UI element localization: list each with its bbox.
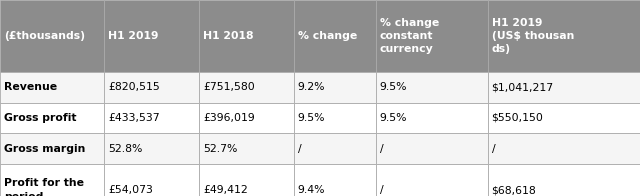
Bar	[0, 164, 104, 196]
Text: 9.5%: 9.5%	[380, 113, 407, 123]
Bar	[376, 164, 488, 196]
Bar	[104, 72, 199, 103]
Text: H1 2019
(US$ thousan
ds): H1 2019 (US$ thousan ds)	[492, 18, 574, 54]
Text: £433,537: £433,537	[108, 113, 160, 123]
Bar	[376, 72, 488, 103]
Bar	[488, 103, 640, 133]
Text: 9.4%: 9.4%	[298, 185, 325, 195]
Bar	[0, 0, 104, 72]
Text: 52.7%: 52.7%	[203, 144, 237, 154]
Bar	[104, 103, 199, 133]
Text: (£thousands): (£thousands)	[4, 31, 85, 41]
Text: Revenue: Revenue	[4, 82, 57, 92]
Bar	[488, 0, 640, 72]
Text: 9.5%: 9.5%	[380, 82, 407, 92]
Bar	[199, 164, 294, 196]
Bar	[294, 0, 376, 72]
Bar	[376, 133, 488, 164]
Bar	[199, 103, 294, 133]
Bar	[294, 164, 376, 196]
Bar	[488, 164, 640, 196]
Bar	[199, 0, 294, 72]
Bar	[0, 133, 104, 164]
Bar	[488, 72, 640, 103]
Text: £820,515: £820,515	[108, 82, 160, 92]
Text: £54,073: £54,073	[108, 185, 153, 195]
Bar	[0, 72, 104, 103]
Text: /: /	[298, 144, 301, 154]
Text: $1,041,217: $1,041,217	[492, 82, 554, 92]
Bar	[376, 0, 488, 72]
Bar	[104, 0, 199, 72]
Text: £49,412: £49,412	[203, 185, 248, 195]
Text: H1 2019: H1 2019	[108, 31, 159, 41]
Bar	[199, 133, 294, 164]
Text: /: /	[492, 144, 495, 154]
Text: $550,150: $550,150	[492, 113, 543, 123]
Bar	[0, 103, 104, 133]
Text: Gross margin: Gross margin	[4, 144, 85, 154]
Bar	[294, 133, 376, 164]
Text: Gross profit: Gross profit	[4, 113, 76, 123]
Bar	[376, 103, 488, 133]
Bar	[294, 72, 376, 103]
Text: 9.5%: 9.5%	[298, 113, 325, 123]
Text: /: /	[380, 144, 383, 154]
Bar	[294, 103, 376, 133]
Text: 9.2%: 9.2%	[298, 82, 325, 92]
Text: £396,019: £396,019	[203, 113, 255, 123]
Bar	[104, 164, 199, 196]
Text: £751,580: £751,580	[203, 82, 255, 92]
Text: Profit for the
period: Profit for the period	[4, 178, 84, 196]
Text: $68,618: $68,618	[492, 185, 536, 195]
Text: /: /	[380, 185, 383, 195]
Text: % change: % change	[298, 31, 357, 41]
Bar	[199, 72, 294, 103]
Text: 52.8%: 52.8%	[108, 144, 143, 154]
Text: % change
constant
currency: % change constant currency	[380, 18, 439, 54]
Text: H1 2018: H1 2018	[203, 31, 253, 41]
Bar	[104, 133, 199, 164]
Bar	[488, 133, 640, 164]
